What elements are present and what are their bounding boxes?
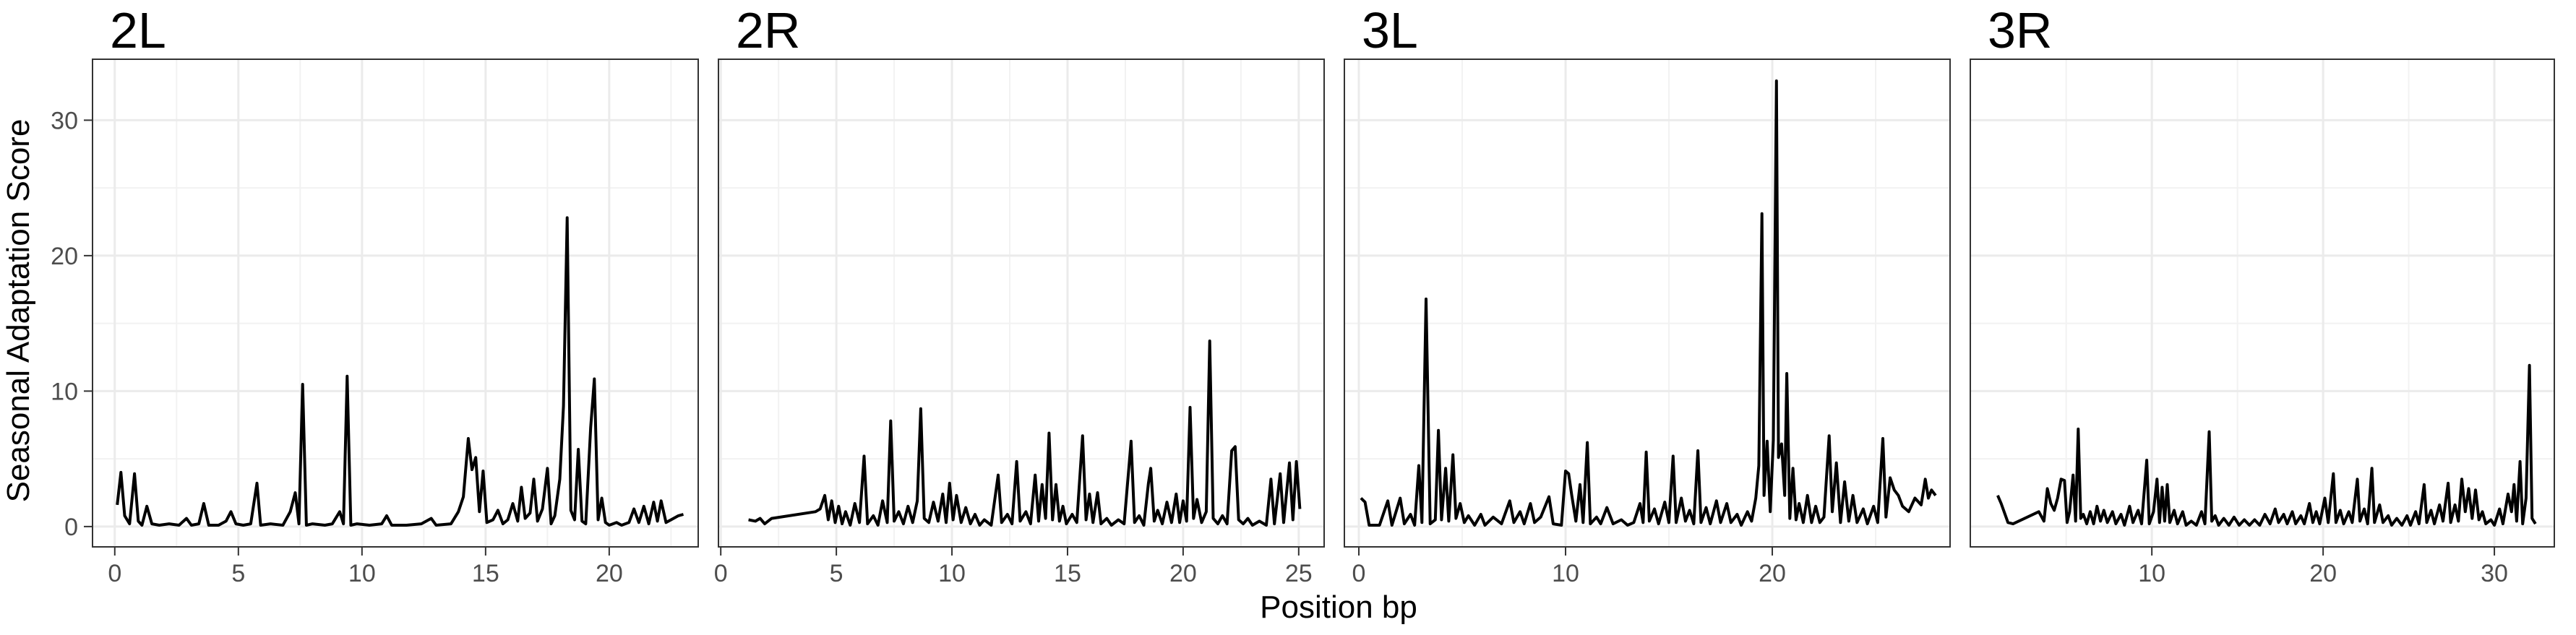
facet-title: 3R (1988, 2, 2052, 59)
x-tick-label: 5 (231, 560, 245, 587)
panel-border (1344, 59, 1951, 548)
panel-background (93, 59, 698, 547)
x-tick-label: 10 (1552, 560, 1579, 587)
facet-panel-2r: 2R 0 5 10 15 20 25 (714, 2, 1325, 587)
y-tick-label: 0 (64, 514, 78, 541)
x-tick-label: 20 (1169, 560, 1197, 587)
facet-panel-2l: 2L 0 5 10 15 20 0 10 20 30 (51, 2, 699, 587)
panel-border (718, 59, 1325, 548)
facet-panels: 2L 0 5 10 15 20 0 10 20 30 2R 0 5 10 15 20 25 3L 0 10 20 3R 10… (51, 2, 2555, 587)
series-line-2l (116, 216, 684, 527)
x-tick-label: 10 (2138, 560, 2165, 587)
x-axis-title: Position bp (1260, 589, 1417, 625)
panel-border (92, 59, 699, 548)
x-tick-label: 20 (2309, 560, 2337, 587)
panel-background (718, 59, 1324, 547)
facet-panel-3l: 3L 0 10 20 (1344, 2, 1951, 587)
y-tick-label: 30 (51, 107, 78, 134)
facet-panel-3r: 3R 10 20 30 (1970, 2, 2555, 587)
series-line-3l (1360, 79, 1937, 527)
panel-background (1970, 59, 2554, 547)
x-tick-label: 25 (1285, 560, 1313, 587)
y-tick-label: 10 (51, 378, 78, 405)
x-tick-label: 30 (2481, 560, 2508, 587)
panel-border (1970, 59, 2555, 548)
x-tick-label: 10 (348, 560, 376, 587)
x-tick-label: 0 (1352, 560, 1366, 587)
facet-title: 3L (1362, 2, 1418, 59)
x-tick-label: 0 (108, 560, 121, 587)
x-tick-label: 5 (830, 560, 843, 587)
y-tick-label: 20 (51, 243, 78, 270)
facet-title: 2L (110, 2, 166, 59)
x-tick-label: 20 (596, 560, 623, 587)
x-tick-label: 10 (938, 560, 966, 587)
y-axis-title: Seasonal Adaptation Score (1, 119, 36, 503)
x-tick-label: 20 (1759, 560, 1786, 587)
x-tick-label: 15 (472, 560, 499, 587)
x-tick-label: 0 (714, 560, 728, 587)
series-line-3r (1996, 363, 2537, 527)
series-line-2r (748, 340, 1302, 527)
x-tick-label: 15 (1054, 560, 1081, 587)
facet-title: 2R (736, 2, 800, 59)
